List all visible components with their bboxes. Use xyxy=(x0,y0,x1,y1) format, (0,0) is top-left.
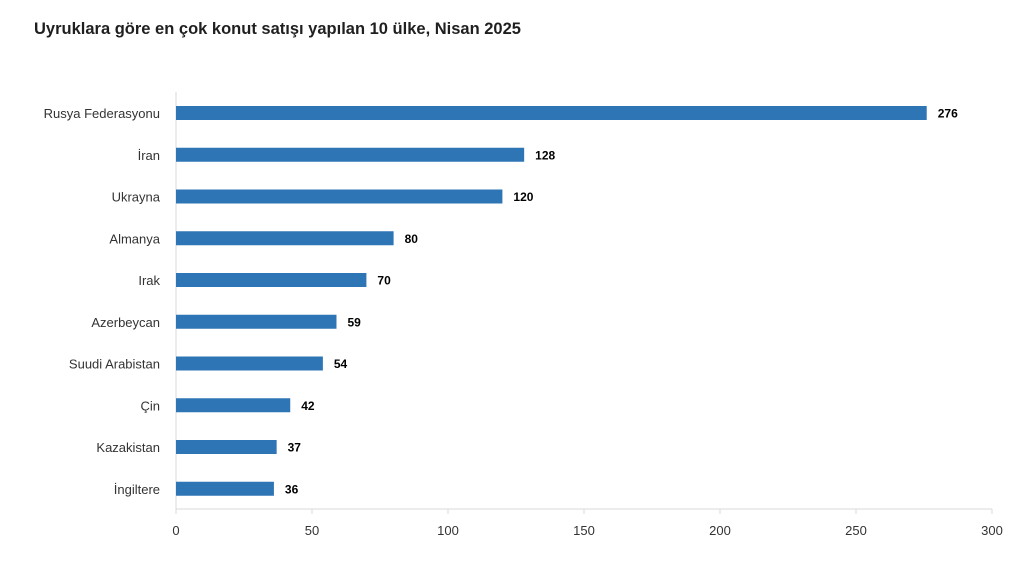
data-label: 128 xyxy=(535,148,555,162)
bar xyxy=(176,106,927,120)
data-label: 42 xyxy=(301,399,315,413)
bar xyxy=(176,273,367,287)
category-label: Ukrayna xyxy=(112,190,161,205)
category-label: Rusya Federasyonu xyxy=(44,106,160,121)
data-label: 276 xyxy=(938,107,958,121)
x-tick-label: 150 xyxy=(573,523,595,538)
bar xyxy=(176,356,323,371)
category-label: Kazakistan xyxy=(96,440,160,455)
data-label: 80 xyxy=(405,232,419,246)
category-label: Azerbeycan xyxy=(91,315,160,330)
bar xyxy=(176,189,503,204)
category-label: Suudi Arabistan xyxy=(69,357,160,372)
category-label: Irak xyxy=(138,273,160,288)
x-tick-label: 250 xyxy=(845,523,867,538)
x-tick-label: 0 xyxy=(172,523,179,538)
x-tick-label: 300 xyxy=(981,523,1003,538)
bar xyxy=(176,314,337,329)
bar xyxy=(176,231,394,246)
bar xyxy=(176,440,277,454)
category-label: Çin xyxy=(140,398,160,413)
bar xyxy=(176,481,274,496)
bar xyxy=(176,398,291,413)
category-label: İran xyxy=(138,148,160,163)
category-label: İngiltere xyxy=(114,482,160,497)
data-label: 37 xyxy=(288,441,302,455)
category-label: Almanya xyxy=(109,231,160,246)
data-label: 36 xyxy=(285,482,299,496)
chart-title: Uyruklara göre en çok konut satışı yapıl… xyxy=(34,20,521,38)
bar xyxy=(176,147,525,162)
data-label: 59 xyxy=(347,315,361,329)
x-tick-label: 200 xyxy=(709,523,731,538)
x-tick-label: 100 xyxy=(437,523,459,538)
data-label: 54 xyxy=(334,357,348,371)
data-label: 70 xyxy=(377,274,391,288)
data-label: 120 xyxy=(513,190,533,204)
x-tick-label: 50 xyxy=(305,523,319,538)
